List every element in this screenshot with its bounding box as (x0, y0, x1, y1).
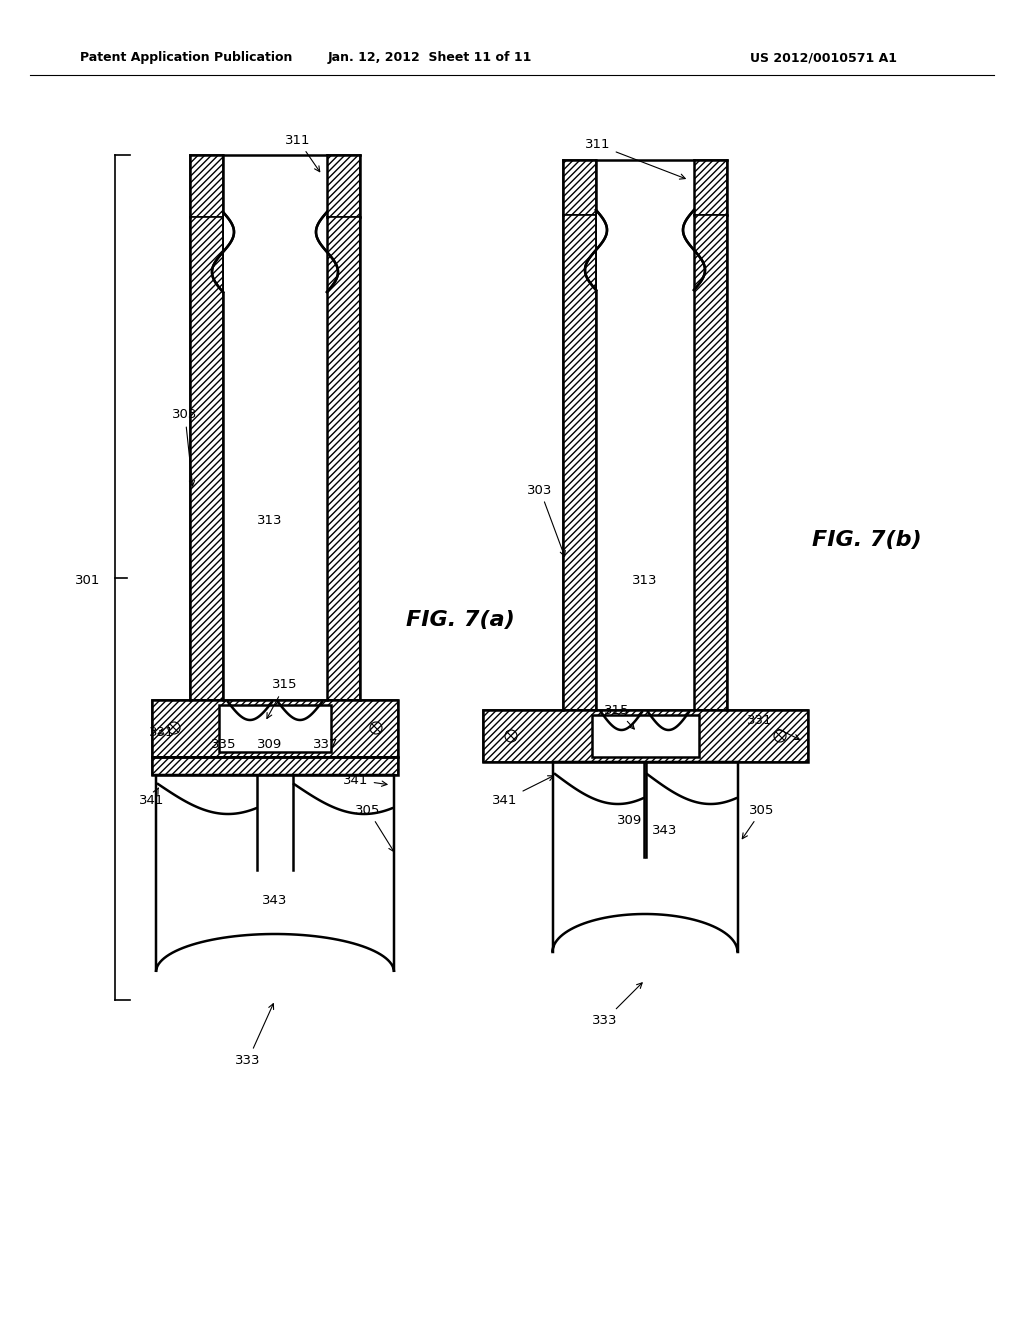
Text: 337: 337 (313, 738, 339, 751)
Text: 305: 305 (742, 804, 775, 838)
Text: 315: 315 (267, 678, 298, 718)
Bar (152, 700, 398, 756)
Bar (190, 154, 223, 216)
Bar (596, 215, 694, 710)
Bar (152, 700, 398, 756)
Bar (224, 213, 326, 292)
Bar (327, 154, 360, 216)
Bar (190, 216, 223, 700)
Polygon shape (156, 775, 394, 972)
Text: Jan. 12, 2012  Sheet 11 of 11: Jan. 12, 2012 Sheet 11 of 11 (328, 51, 532, 65)
Bar (694, 215, 727, 710)
Text: 311: 311 (286, 133, 319, 172)
Text: 331: 331 (150, 726, 175, 738)
Bar (483, 710, 808, 762)
Text: 341: 341 (139, 788, 165, 807)
Bar (694, 160, 727, 215)
Bar (597, 210, 693, 290)
Text: 341: 341 (343, 774, 387, 787)
Text: Patent Application Publication: Patent Application Publication (80, 51, 293, 65)
Text: 301: 301 (75, 573, 100, 586)
Text: 303: 303 (172, 408, 198, 486)
Text: 335: 335 (211, 738, 237, 751)
Text: 309: 309 (617, 813, 643, 826)
Text: 313: 313 (257, 513, 283, 527)
Bar (219, 705, 331, 752)
Text: 303: 303 (527, 483, 565, 556)
Bar (596, 160, 694, 215)
Bar (563, 160, 596, 215)
Text: 341: 341 (493, 776, 553, 807)
Text: 333: 333 (236, 1003, 273, 1067)
Text: 331: 331 (748, 714, 800, 739)
Text: 333: 333 (592, 983, 642, 1027)
Bar (327, 216, 360, 700)
Text: 343: 343 (652, 824, 678, 837)
Text: 315: 315 (604, 704, 634, 729)
Text: FIG. 7(a): FIG. 7(a) (406, 610, 515, 630)
Text: US 2012/0010571 A1: US 2012/0010571 A1 (750, 51, 897, 65)
Polygon shape (553, 762, 738, 952)
Text: 343: 343 (262, 894, 288, 907)
Bar (152, 756, 398, 775)
Bar (563, 215, 596, 710)
Text: 305: 305 (355, 804, 394, 851)
Bar (152, 756, 398, 775)
Text: FIG. 7(b): FIG. 7(b) (812, 531, 922, 550)
Bar (592, 715, 699, 756)
Text: 313: 313 (632, 573, 657, 586)
Text: 309: 309 (257, 738, 283, 751)
Bar (483, 710, 808, 762)
Bar (223, 154, 327, 216)
Text: 311: 311 (586, 139, 685, 180)
Bar (223, 216, 327, 700)
